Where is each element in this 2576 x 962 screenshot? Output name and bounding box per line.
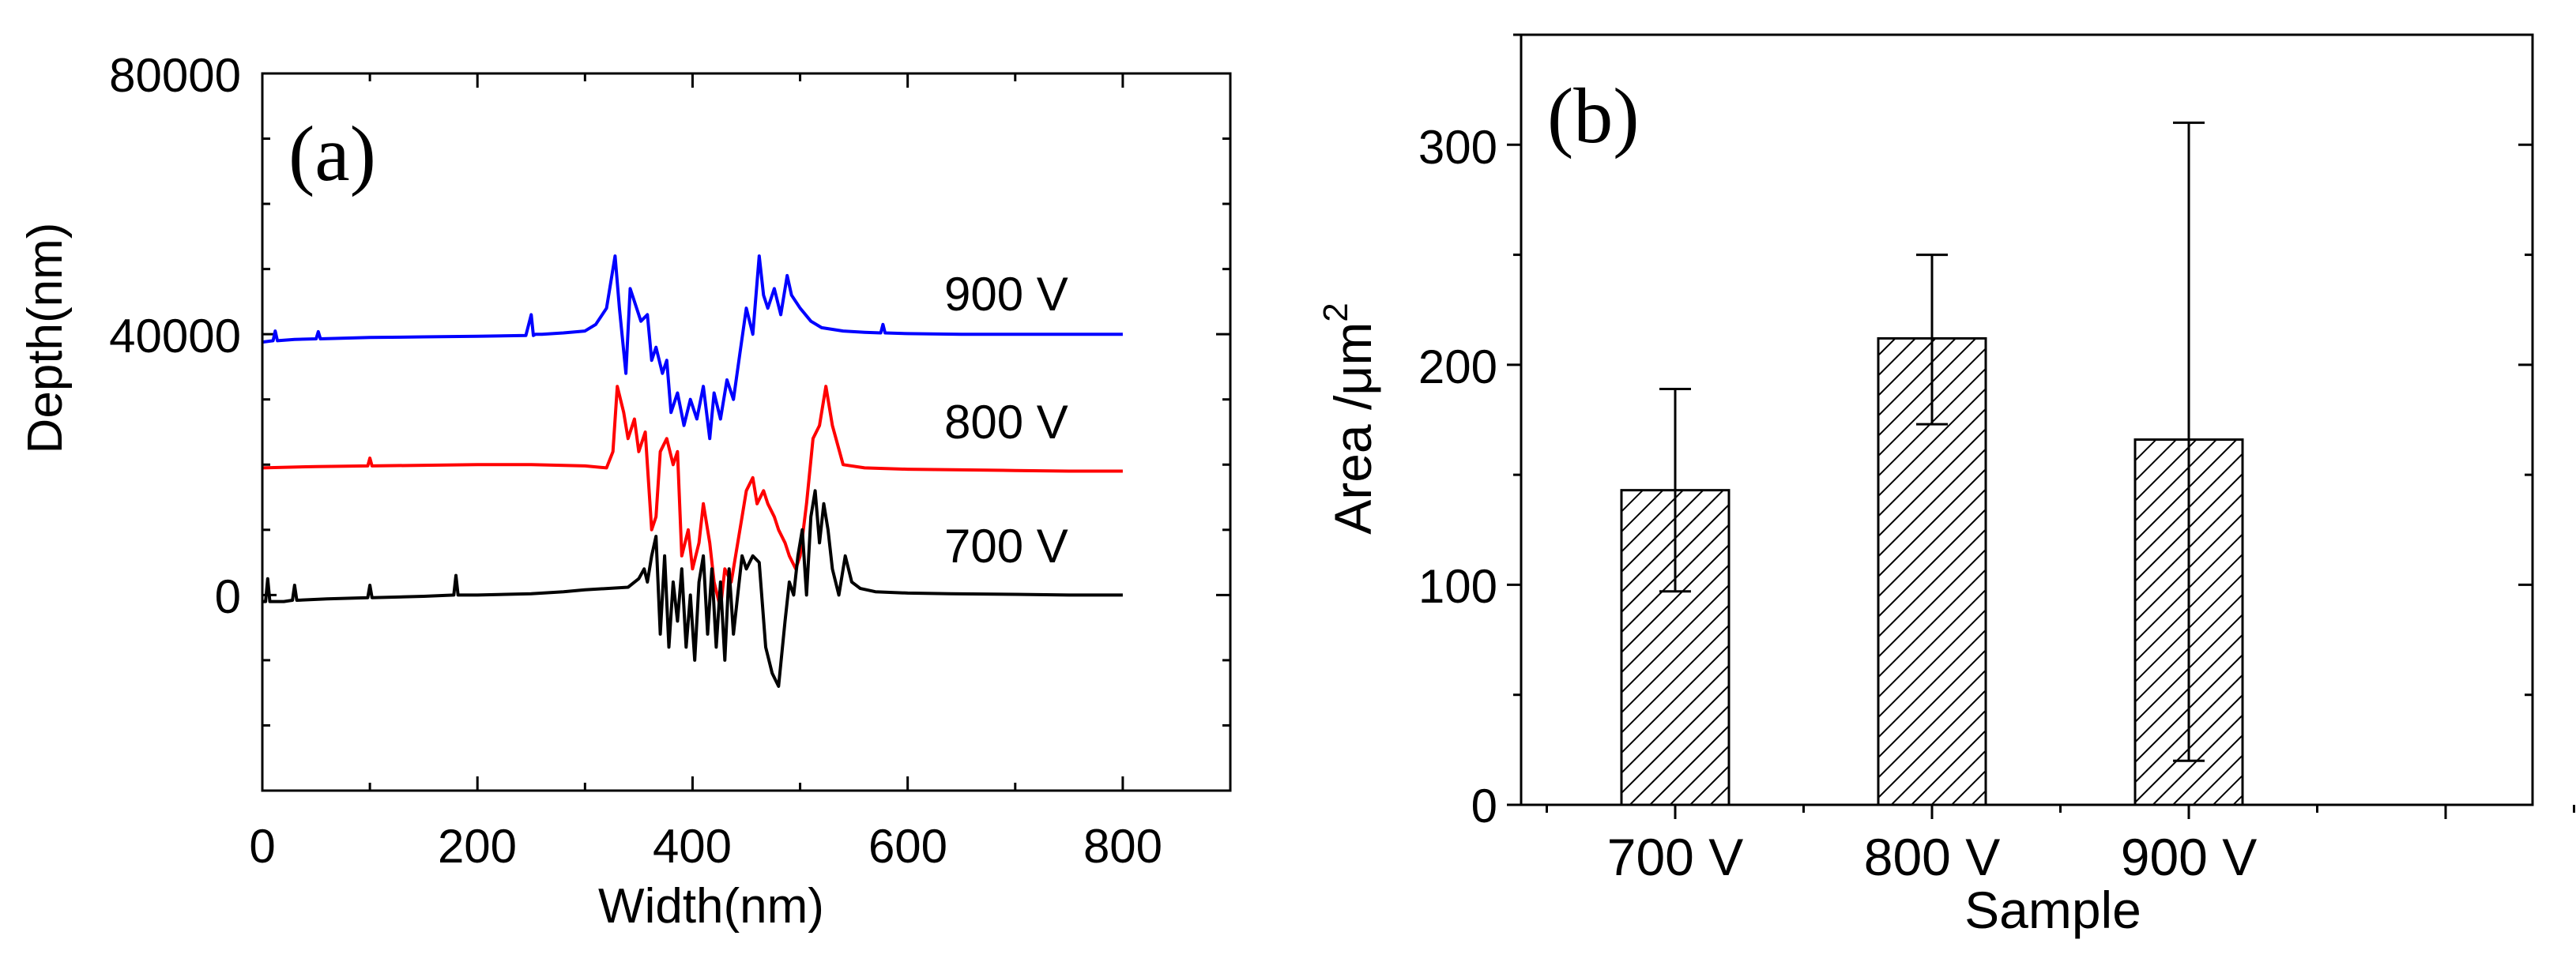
chart-a-y-tick-label: 0: [215, 570, 241, 623]
chart-a-series-label: 800 V: [944, 396, 1068, 449]
chart-a-series-label: 900 V: [944, 268, 1068, 321]
chart-a-x-tick-label: 0: [249, 820, 275, 873]
chart-b-panel-label: (b): [1547, 72, 1640, 160]
chart-b-error-bars: [1659, 121, 2205, 762]
chart-a-x-axis-label: Width(nm): [598, 879, 824, 934]
chart-a-x-tick-label: 600: [868, 820, 947, 873]
chart-b-category-label: 900 V: [2121, 828, 2257, 886]
chart-a-x-tick-labels: 0 200 400 600 800: [249, 820, 1162, 873]
chart-b-y-axis-label-unit: μm: [1324, 322, 1382, 396]
chart-b-y-axis-label: Area /μm2: [1316, 303, 1382, 535]
chart-b-y-tick-labels: 0 100 200 300: [1418, 121, 1497, 832]
chart-a-x-tick-label: 400: [653, 820, 732, 873]
chart-b-frame: [1520, 33, 2534, 806]
chart-b-y-tick-label: 0: [1471, 780, 1497, 832]
chart-b-y-axis-label-exponent: 2: [1316, 303, 1355, 321]
chart-a-x-tick-label: 200: [438, 820, 517, 873]
chart-b-y-tick-label: 300: [1418, 121, 1497, 174]
chart-a-series-label: 700 V: [944, 520, 1068, 573]
chart-a-y-axis-label: Depth(nm): [18, 223, 73, 454]
chart-b-bars: [1620, 336, 2244, 806]
chart-b-ticks: [1507, 33, 2575, 819]
chart-b-x-axis-label: Sample: [1964, 881, 2141, 939]
chart-b-y-tick-label: 200: [1418, 340, 1497, 393]
chart-a-ticks: [261, 72, 1232, 792]
chart-a-y-tick-label: 40000: [109, 310, 241, 363]
chart-a-lines: [262, 254, 1123, 688]
chart-a-series-line: [262, 385, 1123, 610]
chart-a-y-tick-label: 80000: [109, 49, 241, 102]
chart-b-x-tick-labels: 700 V 800 V 900 V: [1607, 828, 2257, 886]
chart-b: 0 100 200 300 700 V 800 V 900 V Sample A…: [1316, 33, 2575, 939]
chart-a-x-tick-label: 800: [1083, 820, 1162, 873]
chart-a: 0 200 400 600 800 0 40000 80000 Width(nm…: [18, 49, 1232, 934]
chart-a-series-line: [262, 489, 1123, 688]
chart-b-y-axis-label-text: Area /: [1324, 395, 1382, 535]
chart-a-panel-label: (a): [288, 110, 376, 197]
chart-b-y-tick-label: 100: [1418, 560, 1497, 613]
chart-a-frame: [261, 72, 1232, 792]
chart-a-y-tick-labels: 0 40000 80000: [109, 49, 241, 623]
chart-a-series-line: [262, 254, 1123, 441]
chart-b-category-label: 800 V: [1864, 828, 2000, 886]
chart-b-category-label: 700 V: [1607, 828, 1743, 886]
